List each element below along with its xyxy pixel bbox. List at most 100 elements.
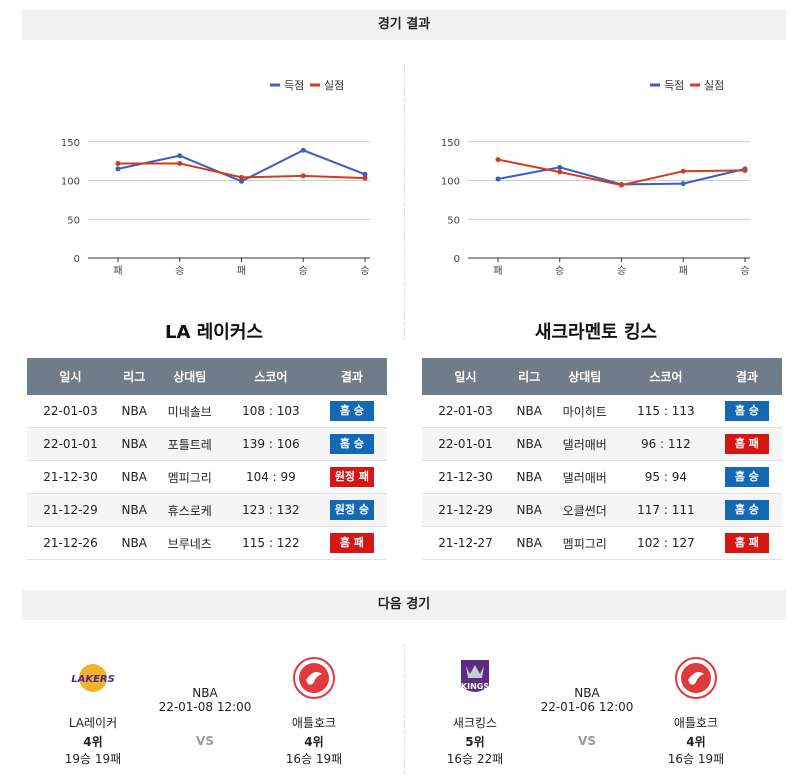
score-cell: 117 : 111 <box>620 493 712 527</box>
next-game-lakers[interactable]: LAKERS LA레이커 4위 19승 19패 NBA 22-01-08 12:… <box>24 656 404 776</box>
data-point <box>115 160 121 166</box>
result-cell: 홈 패 <box>316 526 387 560</box>
league-cell: NBA <box>113 395 155 428</box>
col-date: 일시 <box>422 358 509 395</box>
y-tick-label: 50 <box>447 215 460 226</box>
opponent-cell: 댈러매버 <box>549 427 620 461</box>
kings-results-table: 일시 리그 상대팀 스코어 결과 22-01-03 NBA 마이히트 115 : 11… <box>422 358 782 560</box>
league-cell: NBA <box>113 526 155 560</box>
x-tick-label: 승 <box>360 265 369 277</box>
opponent-cell: 댈러매버 <box>549 460 620 494</box>
home-team-name: LA레이커 <box>68 716 118 730</box>
away-team-record: 16승 19패 <box>667 752 725 766</box>
score-cell: 115 : 113 <box>620 395 712 428</box>
legend-scored-label: 득점 <box>664 79 684 92</box>
table-row: 21-12-30 NBA 멤피그리 104 : 99 원정 패 <box>27 460 387 494</box>
x-tick-label: 승 <box>617 265 626 277</box>
away-team[interactable]: 애틀호크 4위 16승 19패 <box>264 656 364 767</box>
col-score: 스코어 <box>620 358 712 395</box>
date-cell: 22-01-03 <box>27 395 114 428</box>
date-cell: 22-01-01 <box>422 427 509 461</box>
x-tick-label: 패 <box>237 265 246 277</box>
result-cell: 원정 승 <box>316 493 387 527</box>
x-tick-label: 패 <box>679 265 688 277</box>
league-cell: NBA <box>508 460 550 494</box>
home-team-rank: 4위 <box>83 735 103 749</box>
vs-label: VS <box>578 734 596 748</box>
data-point <box>239 174 244 180</box>
table-row: 21-12-27 NBA 멤피그리 102 : 127 홈 패 <box>422 526 782 560</box>
data-point <box>177 153 183 159</box>
lakers-logo: LAKERS <box>71 656 115 700</box>
legend-conceded-label: 실점 <box>324 79 344 92</box>
y-tick-label: 50 <box>67 215 80 226</box>
home-team[interactable]: LAKERS LA레이커 4위 19승 19패 <box>43 656 143 767</box>
col-result: 결과 <box>711 358 782 395</box>
results-section-header: 경기 결과 <box>22 10 786 40</box>
legend-conceded-label: 실점 <box>704 79 724 92</box>
data-point <box>362 171 368 177</box>
y-tick-label: 0 <box>74 254 80 265</box>
table-row: 21-12-29 NBA 오클썬더 117 : 111 홈 승 <box>422 493 782 527</box>
col-date: 일시 <box>27 358 114 395</box>
result-cell: 홈 패 <box>711 427 782 461</box>
result-badge: 홈 패 <box>724 434 769 454</box>
lakers-results-table: 일시 리그 상대팀 스코어 결과 22-01-03 NBA 미네솔브 108 : 10… <box>27 358 387 560</box>
y-tick-label: 150 <box>441 138 460 149</box>
next-games-section-header: 다음 경기 <box>22 590 786 620</box>
svg-text:LAKERS: LAKERS <box>71 674 115 685</box>
opponent-cell: 미네솔브 <box>154 395 225 428</box>
x-tick-label: 승 <box>175 265 184 277</box>
table-row: 21-12-26 NBA 브루네츠 115 : 122 홈 패 <box>27 526 387 560</box>
score-cell: 96 : 112 <box>620 427 712 461</box>
date-cell: 21-12-29 <box>422 493 509 527</box>
data-point <box>680 168 686 174</box>
score-cell: 139 : 106 <box>225 427 317 461</box>
data-point <box>619 182 624 188</box>
away-team-name: 애틀호크 <box>673 716 719 730</box>
home-team[interactable]: KINGS 새크킹스 5위 16승 22패 <box>425 656 525 767</box>
y-tick-label: 0 <box>454 254 460 265</box>
score-cell: 95 : 94 <box>620 460 712 494</box>
data-point <box>680 181 686 187</box>
kings-score-chart: 득점 실점 0 50 100 150 패 승 승 패 승 <box>441 79 750 277</box>
result-cell: 홈 승 <box>316 395 387 428</box>
result-badge: 홈 승 <box>329 401 374 421</box>
data-point <box>495 176 501 182</box>
league-cell: NBA <box>508 493 550 527</box>
legend-scored-label: 득점 <box>284 79 304 92</box>
data-point <box>115 166 121 172</box>
next-game-kings[interactable]: KINGS 새크킹스 5위 16승 22패 NBA 22-01-06 12:00… <box>406 656 786 776</box>
table-row: 22-01-03 NBA 마이히트 115 : 113 홈 승 <box>422 395 782 428</box>
home-team-record: 16승 22패 <box>446 752 504 766</box>
date-cell: 21-12-29 <box>27 493 114 527</box>
data-point <box>742 167 748 173</box>
result-badge: 원정 패 <box>329 467 374 487</box>
hawks-logo <box>674 656 718 700</box>
score-cell: 104 : 99 <box>225 460 317 494</box>
opponent-cell: 마이히트 <box>549 395 620 428</box>
result-cell: 홈 승 <box>711 395 782 428</box>
column-divider-bottom <box>404 644 405 774</box>
data-point <box>557 164 563 170</box>
result-cell: 홈 승 <box>711 460 782 494</box>
x-tick-label: 승 <box>740 265 749 277</box>
result-cell: 홈 승 <box>711 493 782 527</box>
away-team[interactable]: 애틀호크 4위 16승 19패 <box>646 656 746 767</box>
match-info: NBA 22-01-08 12:00 <box>135 686 275 714</box>
date-cell: 21-12-30 <box>422 460 509 494</box>
date-cell: 22-01-01 <box>27 427 114 461</box>
lakers-chart: 득점 실점 0 50 100 150 패 승 패 승 승 <box>40 60 400 290</box>
lakers-score-chart: 득점 실점 0 50 100 150 패 승 패 승 승 <box>61 79 370 277</box>
data-point <box>495 157 501 163</box>
home-team-rank: 5위 <box>465 735 485 749</box>
match-datetime: 22-01-08 12:00 <box>158 700 252 714</box>
col-score: 스코어 <box>225 358 317 395</box>
score-cell: 123 : 132 <box>225 493 317 527</box>
league-cell: NBA <box>508 395 550 428</box>
score-cell: 115 : 122 <box>225 526 317 560</box>
x-tick-label: 승 <box>555 265 564 277</box>
column-divider <box>404 64 405 340</box>
col-opponent: 상대팀 <box>549 358 620 395</box>
data-point <box>300 173 306 179</box>
